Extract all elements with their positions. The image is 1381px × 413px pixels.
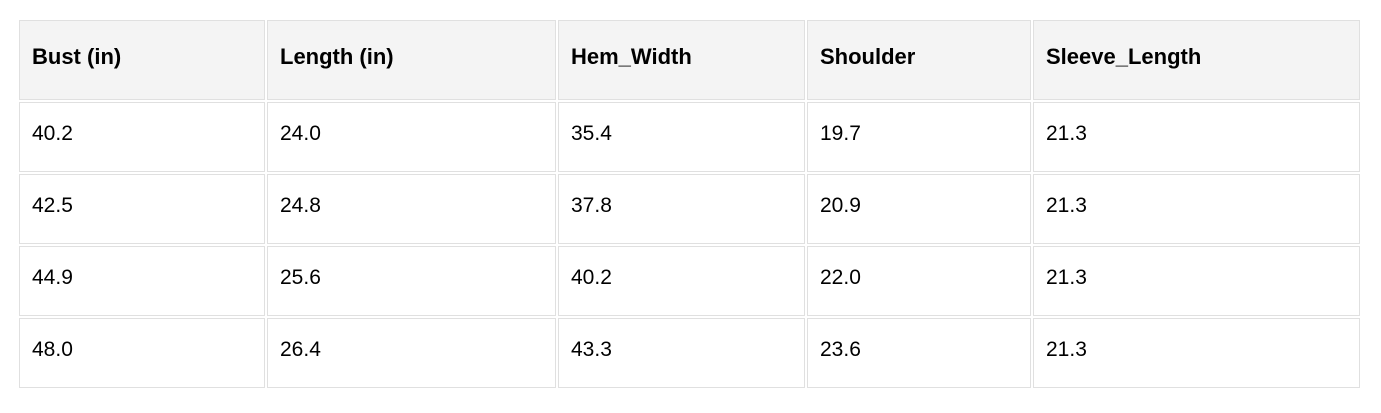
table-cell[interactable]: 21.3 — [1033, 318, 1360, 388]
table-cell[interactable]: 19.7 — [807, 102, 1031, 172]
measurements-table: Bust (in) Length (in) Hem_Width Shoulder… — [17, 18, 1362, 390]
table-cell[interactable]: 25.6 — [267, 246, 556, 316]
table-cell[interactable]: 44.9 — [19, 246, 265, 316]
table-cell[interactable]: 24.8 — [267, 174, 556, 244]
table-cell[interactable]: 43.3 — [558, 318, 805, 388]
table-header-row: Bust (in) Length (in) Hem_Width Shoulder… — [19, 20, 1360, 100]
column-header-sleeve-length[interactable]: Sleeve_Length — [1033, 20, 1360, 100]
table-row: 44.9 25.6 40.2 22.0 21.3 — [19, 246, 1360, 316]
column-header-hem-width[interactable]: Hem_Width — [558, 20, 805, 100]
column-header-bust[interactable]: Bust (in) — [19, 20, 265, 100]
column-header-length[interactable]: Length (in) — [267, 20, 556, 100]
table-cell[interactable]: 40.2 — [19, 102, 265, 172]
table-cell[interactable]: 37.8 — [558, 174, 805, 244]
table-row: 40.2 24.0 35.4 19.7 21.3 — [19, 102, 1360, 172]
table-cell[interactable]: 23.6 — [807, 318, 1031, 388]
table-cell[interactable]: 48.0 — [19, 318, 265, 388]
table-cell[interactable]: 24.0 — [267, 102, 556, 172]
table-cell[interactable]: 40.2 — [558, 246, 805, 316]
table-cell[interactable]: 22.0 — [807, 246, 1031, 316]
table-cell[interactable]: 20.9 — [807, 174, 1031, 244]
table-cell[interactable]: 21.3 — [1033, 246, 1360, 316]
table-row: 48.0 26.4 43.3 23.6 21.3 — [19, 318, 1360, 388]
table-cell[interactable]: 21.3 — [1033, 102, 1360, 172]
table-cell[interactable]: 26.4 — [267, 318, 556, 388]
table-cell[interactable]: 35.4 — [558, 102, 805, 172]
column-header-shoulder[interactable]: Shoulder — [807, 20, 1031, 100]
table-cell[interactable]: 42.5 — [19, 174, 265, 244]
table-row: 42.5 24.8 37.8 20.9 21.3 — [19, 174, 1360, 244]
table-cell[interactable]: 21.3 — [1033, 174, 1360, 244]
